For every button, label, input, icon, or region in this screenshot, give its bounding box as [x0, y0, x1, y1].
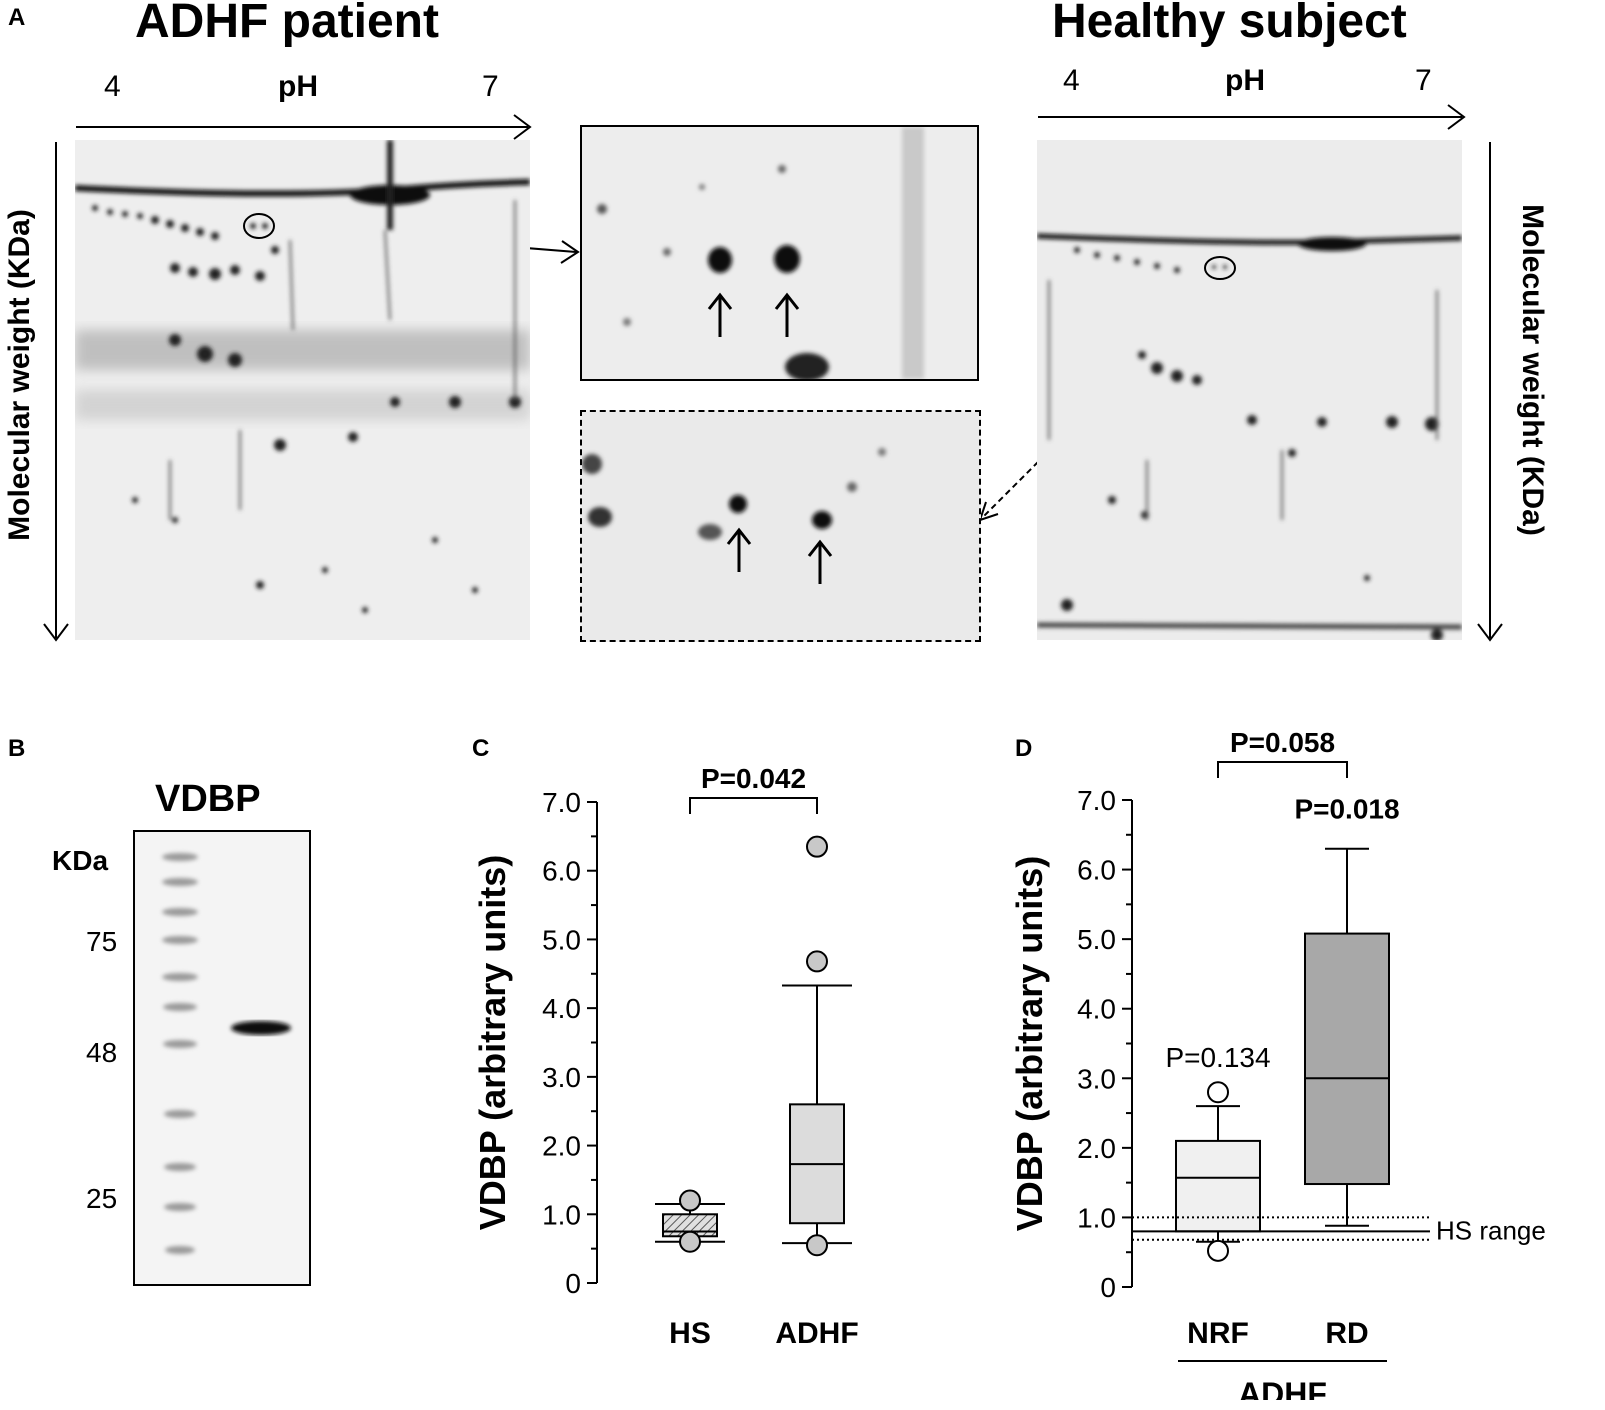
- chart-d: 0 1.0 2.0 3.0 4.0 5.0 6.0 7.0 VDBP (arbitrary un…: [1009, 727, 1546, 1400]
- adhf-zoom-inset: [580, 125, 979, 381]
- marker-label-48: 48: [86, 1037, 118, 1068]
- panel-letter-d: D: [1015, 735, 1033, 762]
- left-ph-low: 4: [104, 70, 121, 103]
- outlier-point: [806, 835, 828, 858]
- panel-letter-b: B: [8, 735, 26, 762]
- outlier-point: [806, 1234, 828, 1257]
- comparison-bracket: [1217, 761, 1348, 778]
- y-tick-label: 1.0: [542, 1199, 581, 1230]
- category-label: NRF: [1187, 1317, 1249, 1350]
- y-tick-label: 4.0: [1077, 994, 1116, 1025]
- panel-letter-a: A: [8, 4, 26, 31]
- y-tick-label: 0: [1100, 1272, 1116, 1303]
- comparison-p-value: P=0.042: [701, 763, 806, 794]
- y-tick-label: 3.0: [542, 1062, 581, 1093]
- y-tick-label: 5.0: [1077, 924, 1116, 955]
- y-tick-label: 7.0: [542, 787, 581, 818]
- adhf-2d-gel-image: [75, 140, 530, 640]
- y-tick-label: 7.0: [1077, 785, 1116, 816]
- outlier-point: [1207, 1239, 1229, 1262]
- adhf-patient-title: ADHF patient: [135, 0, 439, 48]
- y-tick-label: 3.0: [1077, 1063, 1116, 1094]
- left-ph-high: 7: [482, 70, 499, 103]
- y-tick-label: 5.0: [542, 924, 581, 955]
- right-ph-label: pH: [1225, 64, 1265, 97]
- y-tick-label: 1.0: [1077, 1202, 1116, 1233]
- left-ph-label: pH: [278, 70, 318, 103]
- y-tick-label: 4.0: [542, 993, 581, 1024]
- marker-label-25: 25: [86, 1183, 118, 1214]
- box-rd: [1304, 932, 1390, 1186]
- left-y-axis-label: Molecular weight (KDa): [3, 209, 36, 541]
- vdbp-band: [231, 1021, 291, 1035]
- y-tick-label: 0: [565, 1268, 581, 1299]
- panel-letter-c: C: [472, 735, 490, 762]
- y-tick-label: 6.0: [542, 856, 581, 887]
- category-label: ADHF: [775, 1317, 858, 1350]
- p-value-annotation: P=0.134: [1165, 1042, 1270, 1073]
- right-ph-low: 4: [1063, 64, 1080, 97]
- healthy-zoom-inset: [580, 410, 981, 642]
- group-label: ADHF: [1238, 1376, 1327, 1400]
- hs-range-label: HS range: [1436, 1215, 1546, 1245]
- box-nrf: [1175, 1139, 1261, 1233]
- marker-label-75: 75: [86, 926, 118, 957]
- comparison-bracket: [689, 797, 818, 814]
- p-value-annotation: P=0.018: [1294, 794, 1399, 825]
- outlier-point: [679, 1230, 701, 1253]
- chart-c: 0 1.0 2.0 3.0 4.0 5.0 6.0 7.0 VDBP (arbitrary un…: [472, 763, 859, 1350]
- y-tick-label: 2.0: [1077, 1133, 1116, 1164]
- kda-unit-label: KDa: [52, 845, 109, 876]
- outlier-point: [1207, 1081, 1229, 1104]
- y-tick-label: 2.0: [542, 1131, 581, 1162]
- comparison-p-value: P=0.058: [1230, 727, 1335, 758]
- healthy-subject-title: Healthy subject: [1052, 0, 1407, 48]
- outlier-point: [806, 950, 828, 973]
- right-y-axis-label: Molecular weight (KDa): [1516, 204, 1549, 536]
- healthy-2d-gel-image: [1037, 140, 1462, 640]
- category-label: RD: [1325, 1317, 1368, 1350]
- y-axis-label: VDBP (arbitrary units): [1009, 856, 1050, 1231]
- western-blot-title: VDBP: [155, 778, 261, 820]
- right-ph-high: 7: [1415, 64, 1432, 97]
- category-label: HS: [669, 1317, 711, 1350]
- y-tick-label: 6.0: [1077, 855, 1116, 886]
- western-blot-membrane: [133, 830, 311, 1286]
- outlier-point: [679, 1189, 701, 1212]
- y-axis-label: VDBP (arbitrary units): [472, 855, 513, 1230]
